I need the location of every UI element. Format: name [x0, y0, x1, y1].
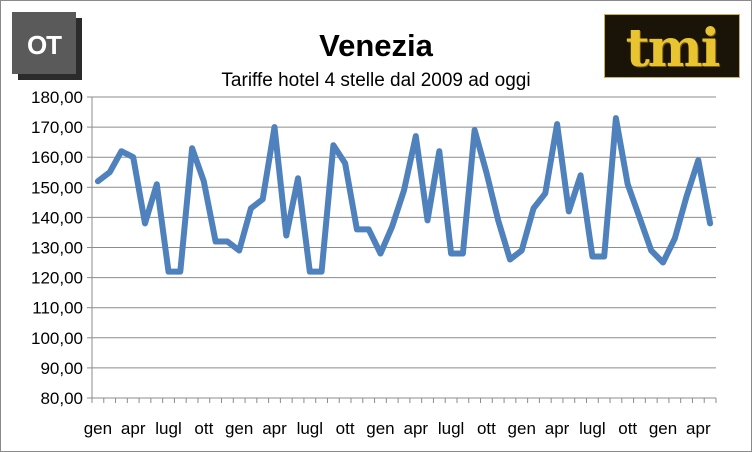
data-point	[189, 145, 195, 151]
x-tick-label: lugl	[579, 419, 605, 438]
data-point	[130, 154, 136, 160]
data-point	[401, 187, 407, 193]
data-point	[601, 254, 607, 260]
data-point	[224, 238, 230, 244]
data-point	[578, 172, 584, 178]
data-point	[566, 208, 572, 214]
data-point	[283, 232, 289, 238]
y-tick-label: 170,00	[31, 118, 83, 137]
chart-title: Venezia	[319, 28, 433, 63]
y-tick-label: 140,00	[31, 208, 83, 227]
data-point	[295, 175, 301, 181]
data-point	[472, 127, 478, 133]
x-tick-labels: gen apr lugl ott gen apr lugl ott gen apr lugl ott g…	[84, 419, 711, 438]
x-tick-label: apr	[686, 419, 711, 438]
data-point	[95, 178, 101, 184]
x-tick-label: ott	[336, 419, 355, 438]
x-tick-label: lugl	[438, 419, 464, 438]
data-point	[707, 220, 713, 226]
x-tick-label: gen	[84, 419, 112, 438]
ot-logo: OT	[12, 12, 76, 74]
data-point	[319, 269, 325, 275]
tmi-logo: tmi	[604, 14, 740, 79]
y-tick-label: 90,00	[40, 359, 83, 378]
y-tick-label: 130,00	[31, 239, 83, 258]
x-tick-label: apr	[545, 419, 570, 438]
x-tick-label: ott	[618, 419, 637, 438]
x-tick-label: ott	[194, 419, 213, 438]
data-point	[460, 251, 466, 257]
axes	[87, 96, 717, 403]
data-point	[495, 217, 501, 223]
data-point	[366, 226, 372, 232]
data-point	[531, 205, 537, 211]
data-point	[542, 190, 548, 196]
series-layer	[94, 115, 714, 275]
data-point	[554, 121, 560, 127]
data-point	[118, 148, 124, 154]
data-point	[201, 178, 207, 184]
data-point	[672, 235, 678, 241]
x-tick-label: gen	[225, 419, 253, 438]
chart-subtitle: Tariffe hotel 4 stelle dal 2009 ad oggi	[221, 70, 531, 91]
data-point	[154, 181, 160, 187]
data-point	[483, 169, 489, 175]
data-point	[236, 248, 242, 254]
y-tick-label: 160,00	[31, 148, 83, 167]
data-point	[589, 254, 595, 260]
data-point	[413, 133, 419, 139]
data-point	[695, 157, 701, 163]
data-point	[507, 257, 513, 263]
data-point	[166, 269, 172, 275]
x-tick-label: gen	[508, 419, 536, 438]
data-point	[519, 248, 525, 254]
data-point	[436, 148, 442, 154]
data-point	[142, 220, 148, 226]
data-point	[271, 124, 277, 130]
tmi-logo-text: tmi	[625, 18, 721, 79]
data-point	[213, 238, 219, 244]
data-point	[448, 251, 454, 257]
data-point	[648, 248, 654, 254]
data-point	[377, 251, 383, 257]
data-point	[389, 223, 395, 229]
x-tick-label: apr	[121, 419, 146, 438]
data-point	[425, 217, 431, 223]
data-point	[260, 196, 266, 202]
y-tick-label: 180,00	[31, 88, 83, 107]
data-point	[660, 260, 666, 266]
data-point	[107, 169, 113, 175]
y-tick-label: 110,00	[32, 299, 83, 318]
x-tick-label: lugl	[155, 419, 181, 438]
data-point	[307, 269, 313, 275]
x-tick-label: gen	[366, 419, 394, 438]
x-tick-label: lugl	[297, 419, 323, 438]
data-point	[613, 115, 619, 121]
data-point	[625, 181, 631, 187]
data-point	[636, 214, 642, 220]
x-tick-label: gen	[649, 419, 677, 438]
data-point	[177, 269, 183, 275]
x-tick-label: apr	[403, 419, 428, 438]
ot-logo-text: OT	[26, 30, 62, 60]
y-tick-label: 100,00	[31, 329, 83, 348]
data-point	[248, 205, 254, 211]
data-point	[342, 160, 348, 166]
y-tick-labels: 80,00 90,00 100,00 110,00 120,00 130,00 140,00…	[31, 88, 83, 408]
data-point	[354, 226, 360, 232]
y-tick-label: 80,00	[40, 389, 83, 408]
x-tick-label: ott	[477, 419, 496, 438]
x-tick-label: apr	[262, 419, 287, 438]
y-tick-label: 120,00	[31, 269, 83, 288]
y-tick-label: 150,00	[31, 178, 83, 197]
data-point	[330, 142, 336, 148]
series-line	[94, 115, 714, 275]
data-point	[684, 193, 690, 199]
